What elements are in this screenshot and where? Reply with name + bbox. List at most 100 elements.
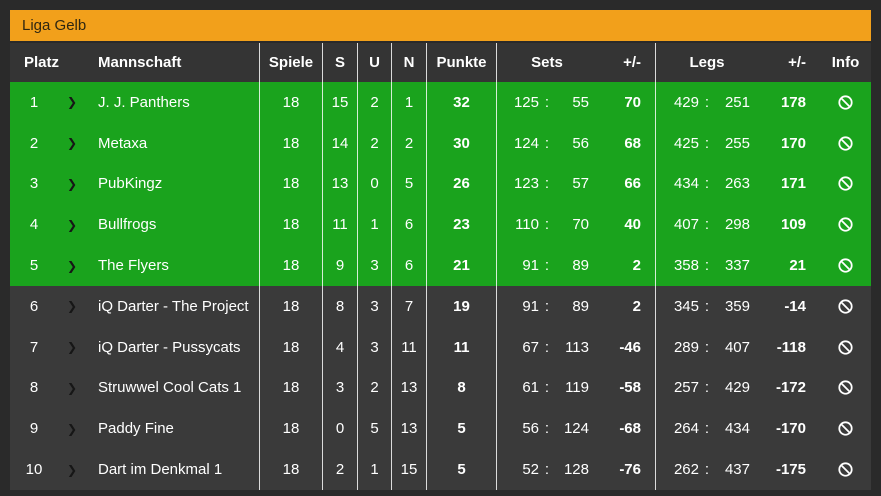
punkte-cell: 26 (427, 163, 497, 205)
table-row[interactable]: 7 ❯ iQ Darter - Pussycats 18 4 3 11 11 6… (10, 326, 871, 368)
wins-cell: 0 (323, 408, 358, 450)
table-row[interactable]: 4 ❯ Bullfrogs 18 11 1 6 23 110 : 70 40 4… (10, 204, 871, 246)
chevron-right-icon[interactable]: ❯ (66, 258, 78, 273)
draws-cell: 5 (358, 408, 392, 450)
info-ban-icon[interactable] (820, 286, 871, 327)
col-header-legs-group: Legs +/- (656, 43, 820, 82)
info-ban-icon[interactable] (820, 408, 871, 449)
losses-cell: 7 (392, 285, 427, 327)
legs-for: 264 (673, 420, 699, 438)
chevron-right-icon[interactable]: ❯ (66, 95, 78, 110)
sets-colon: : (544, 216, 550, 234)
sets-for: 91 (522, 257, 539, 275)
legs-cell: 358 : 337 21 (656, 245, 820, 286)
team-name[interactable]: Dart im Denkmal 1 (86, 449, 260, 490)
legs-against: 263 (724, 175, 750, 193)
sets-for: 52 (522, 461, 539, 479)
info-ban-icon[interactable] (820, 327, 871, 368)
legs-cell: 425 : 255 170 (656, 123, 820, 164)
info-ban-icon[interactable] (820, 449, 871, 490)
sets-for: 91 (522, 297, 539, 315)
legs-diff: 109 (780, 216, 806, 234)
chevron-right-icon[interactable]: ❯ (66, 340, 78, 355)
legs-colon: : (704, 257, 710, 275)
chevron-right-icon[interactable]: ❯ (66, 380, 78, 395)
draws-cell: 2 (358, 122, 392, 164)
punkte-cell: 5 (427, 408, 497, 450)
sets-cell: 91 : 89 2 (497, 285, 656, 327)
table-row[interactable]: 3 ❯ PubKingz 18 13 0 5 26 123 : 57 66 43… (10, 163, 871, 205)
losses-cell: 13 (392, 367, 427, 409)
team-name[interactable]: J. J. Panthers (86, 82, 260, 123)
info-ban-icon[interactable] (820, 82, 871, 123)
sets-cell: 91 : 89 2 (497, 245, 656, 286)
col-header-legs: Legs (689, 54, 725, 71)
legs-cell: 289 : 407 -118 (656, 327, 820, 368)
sets-diff: -58 (619, 379, 641, 397)
table-body: 1 ❯ J. J. Panthers 18 15 2 1 32 125 : 55… (10, 82, 871, 490)
sets-against: 89 (572, 297, 589, 315)
sets-colon: : (544, 297, 550, 315)
chevron-right-icon[interactable]: ❯ (66, 217, 78, 232)
chevron-right-icon[interactable]: ❯ (66, 176, 78, 191)
legs-colon: : (704, 175, 710, 193)
info-ban-icon[interactable] (820, 123, 871, 164)
losses-cell: 1 (392, 82, 427, 123)
sets-colon: : (544, 379, 550, 397)
sets-for: 125 (513, 93, 539, 111)
team-name[interactable]: Bullfrogs (86, 204, 260, 246)
legs-diff: 170 (780, 134, 806, 152)
info-ban-icon[interactable] (820, 164, 871, 205)
table-row[interactable]: 10 ❯ Dart im Denkmal 1 18 2 1 15 5 52 : … (10, 449, 871, 490)
team-name[interactable]: Struwwel Cool Cats 1 (86, 367, 260, 409)
sets-diff: 2 (632, 297, 641, 315)
info-ban-icon[interactable] (820, 368, 871, 409)
table-row[interactable]: 9 ❯ Paddy Fine 18 0 5 13 5 56 : 124 -68 … (10, 408, 871, 450)
legs-cell: 429 : 251 178 (656, 82, 820, 123)
sets-against: 119 (565, 379, 589, 397)
sets-for: 124 (513, 134, 539, 152)
info-ban-icon[interactable] (820, 245, 871, 286)
legs-against: 359 (724, 297, 750, 315)
legs-diff: 21 (789, 257, 806, 275)
team-name[interactable]: iQ Darter - The Project (86, 285, 260, 327)
team-name[interactable]: PubKingz (86, 163, 260, 205)
draws-cell: 1 (358, 204, 392, 246)
info-ban-icon[interactable] (820, 204, 871, 245)
table-header-row: Platz Mannschaft Spiele S U N Punkte Set… (10, 43, 871, 82)
chevron-right-icon[interactable]: ❯ (66, 421, 78, 436)
rank-cell: 8 (29, 379, 39, 397)
wins-cell: 8 (323, 285, 358, 327)
legs-colon: : (704, 93, 710, 111)
losses-cell: 13 (392, 408, 427, 450)
draws-cell: 1 (358, 449, 392, 490)
team-name[interactable]: The Flyers (86, 245, 260, 286)
table-row[interactable]: 1 ❯ J. J. Panthers 18 15 2 1 32 125 : 55… (10, 82, 871, 123)
team-name[interactable]: Paddy Fine (86, 408, 260, 450)
punkte-cell: 30 (427, 122, 497, 164)
chevron-right-icon[interactable]: ❯ (66, 299, 78, 314)
sets-cell: 124 : 56 68 (497, 122, 656, 164)
rank-cell: 5 (29, 257, 39, 275)
spiele-cell: 18 (260, 122, 323, 164)
rank-cell: 6 (29, 297, 39, 315)
sets-cell: 56 : 124 -68 (497, 408, 656, 450)
table-row[interactable]: 5 ❯ The Flyers 18 9 3 6 21 91 : 89 2 358… (10, 245, 871, 286)
team-name[interactable]: Metaxa (86, 122, 260, 164)
legs-against: 298 (724, 216, 750, 234)
sets-cell: 110 : 70 40 (497, 204, 656, 246)
col-header-info: Info (831, 54, 860, 71)
sets-against: 57 (572, 175, 589, 193)
team-name[interactable]: iQ Darter - Pussycats (86, 326, 260, 368)
losses-cell: 6 (392, 204, 427, 246)
table-row[interactable]: 2 ❯ Metaxa 18 14 2 2 30 124 : 56 68 425 … (10, 122, 871, 164)
chevron-right-icon[interactable]: ❯ (66, 462, 78, 477)
legs-for: 425 (673, 134, 699, 152)
legs-for: 407 (673, 216, 699, 234)
wins-cell: 13 (323, 163, 358, 205)
chevron-right-icon[interactable]: ❯ (66, 136, 78, 151)
table-row[interactable]: 8 ❯ Struwwel Cool Cats 1 18 3 2 13 8 61 … (10, 367, 871, 409)
legs-cell: 434 : 263 171 (656, 164, 820, 205)
table-row[interactable]: 6 ❯ iQ Darter - The Project 18 8 3 7 19 … (10, 285, 871, 327)
draws-cell: 2 (358, 82, 392, 123)
